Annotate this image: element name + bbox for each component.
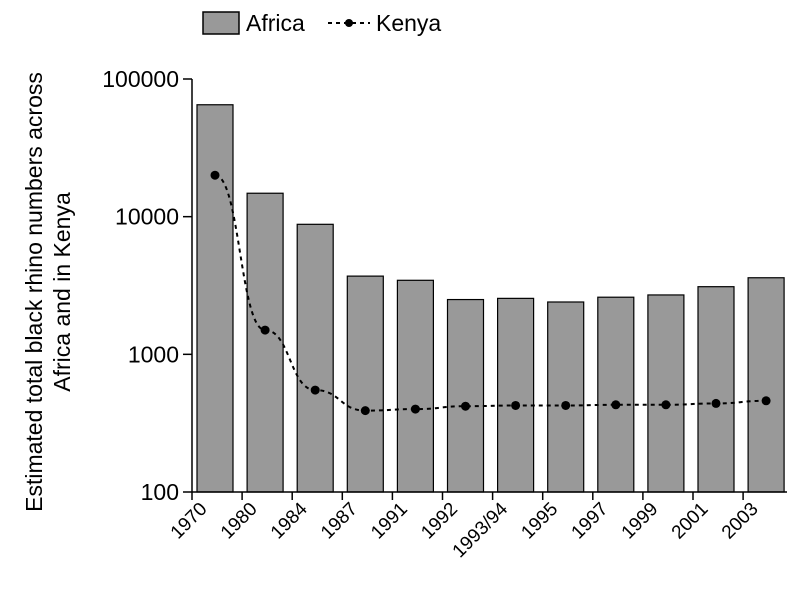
y-tick-label-1: 1000	[128, 341, 179, 367]
x-category-label-8: 1997	[568, 499, 613, 544]
point-kenya-1	[260, 325, 270, 335]
bar-africa-1	[246, 192, 284, 493]
bar-africa-4	[396, 279, 434, 493]
legend-label-africa: Africa	[246, 10, 305, 36]
point-kenya-2	[310, 385, 320, 395]
bar-africa-3	[346, 275, 384, 493]
legend-swatch-africa	[202, 11, 240, 35]
legend-marker-kenya	[345, 19, 353, 27]
bar-africa-6	[497, 297, 535, 493]
x-category-label-1: 1980	[217, 499, 262, 544]
bar-africa-5	[446, 298, 485, 493]
point-kenya-10	[711, 398, 721, 408]
y-tick-label-0: 100	[141, 479, 179, 505]
point-kenya-8	[611, 400, 621, 410]
point-kenya-5	[461, 401, 470, 411]
y-tick-label-3: 100000	[102, 66, 179, 92]
x-category-label-11: 2003	[718, 499, 763, 544]
y-axis-title-line-2: Africa and in Kenya	[49, 192, 75, 392]
x-category-label-0: 1970	[167, 499, 212, 544]
x-category-label-3: 1987	[317, 499, 362, 544]
point-kenya-9	[661, 400, 671, 410]
y-tick-label-2: 10000	[115, 204, 179, 230]
x-category-label-2: 1984	[267, 498, 312, 543]
point-kenya-4	[410, 404, 420, 414]
legend-label-kenya: Kenya	[376, 10, 441, 36]
bar-africa-2	[296, 223, 334, 493]
y-axis-title: Estimated total black rhino numbers acro…	[21, 72, 75, 512]
x-category-label-6: 1993/94	[449, 498, 513, 562]
point-kenya-6	[511, 400, 521, 410]
x-category-label-7: 1995	[517, 499, 562, 544]
bar-africa-7	[547, 301, 585, 493]
legend: Africa Kenya	[202, 10, 441, 36]
bar-africa-8	[597, 296, 635, 493]
x-category-label-9: 1999	[618, 499, 663, 544]
bar-africa-10	[697, 286, 735, 493]
point-kenya-0	[210, 170, 220, 180]
x-category-label-4: 1991	[367, 499, 412, 544]
point-kenya-11	[761, 396, 771, 406]
point-kenya-3	[360, 406, 370, 416]
y-axis-title-line-1: Estimated total black rhino numbers acro…	[21, 72, 47, 512]
bar-africa-9	[647, 294, 685, 493]
point-kenya-7	[561, 400, 571, 410]
bar-africa-0	[196, 104, 234, 493]
x-category-label-10: 2001	[668, 499, 713, 544]
x-category-label-5: 1992	[417, 499, 462, 544]
bar-africa-11	[747, 277, 785, 493]
